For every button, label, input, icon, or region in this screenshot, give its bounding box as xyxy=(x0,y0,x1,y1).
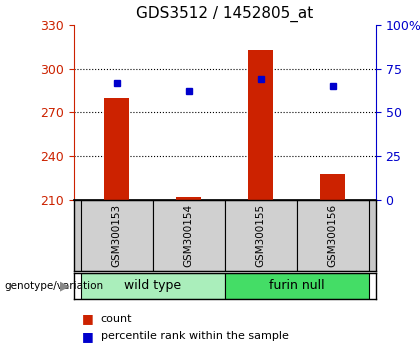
Bar xyxy=(176,197,201,200)
Bar xyxy=(225,273,369,299)
Text: percentile rank within the sample: percentile rank within the sample xyxy=(101,331,289,341)
Text: furin null: furin null xyxy=(269,279,325,292)
Text: GSM300155: GSM300155 xyxy=(256,204,266,267)
Text: GSM300156: GSM300156 xyxy=(328,204,338,267)
Bar xyxy=(225,200,297,271)
Bar xyxy=(104,98,129,200)
Bar xyxy=(320,174,345,200)
Bar xyxy=(81,200,153,271)
Text: wild type: wild type xyxy=(124,279,181,292)
Text: GSM300154: GSM300154 xyxy=(184,204,194,267)
Bar xyxy=(153,200,225,271)
Text: ■: ■ xyxy=(82,312,94,325)
Bar xyxy=(297,200,369,271)
Bar xyxy=(248,50,273,200)
Text: ▶: ▶ xyxy=(60,279,70,292)
Text: count: count xyxy=(101,314,132,324)
Title: GDS3512 / 1452805_at: GDS3512 / 1452805_at xyxy=(136,6,313,22)
Text: genotype/variation: genotype/variation xyxy=(4,281,103,291)
Bar xyxy=(81,273,225,299)
Text: GSM300153: GSM300153 xyxy=(112,204,122,267)
Text: ■: ■ xyxy=(82,330,94,343)
